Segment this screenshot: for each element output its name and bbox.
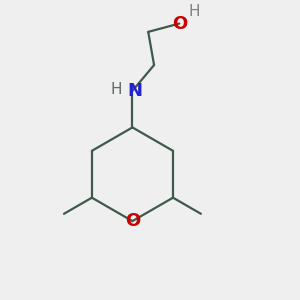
Text: H: H: [188, 4, 200, 19]
Text: O: O: [172, 14, 187, 32]
Text: O: O: [125, 212, 140, 230]
Text: H: H: [111, 82, 122, 97]
Text: N: N: [128, 82, 143, 100]
